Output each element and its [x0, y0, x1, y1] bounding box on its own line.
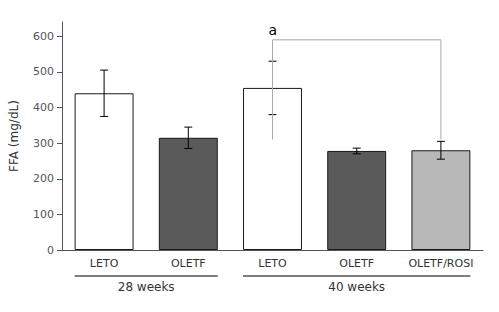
svg-text:28 weeks: 28 weeks: [118, 280, 175, 294]
svg-text:200: 200: [33, 172, 54, 185]
svg-text:0: 0: [47, 244, 54, 257]
svg-text:500: 500: [33, 65, 54, 78]
svg-text:a: a: [269, 22, 278, 38]
svg-text:40 weeks: 40 weeks: [328, 280, 385, 294]
svg-text:600: 600: [33, 30, 54, 43]
svg-text:OLETF: OLETF: [339, 257, 374, 270]
svg-text:LETO: LETO: [258, 257, 287, 270]
svg-text:100: 100: [33, 208, 54, 221]
svg-text:LETO: LETO: [90, 257, 119, 270]
svg-text:OLETF/ROSI: OLETF/ROSI: [408, 257, 473, 270]
svg-text:300: 300: [33, 137, 54, 150]
svg-text:OLETF: OLETF: [171, 257, 206, 270]
svg-text:FFA (mg/dL): FFA (mg/dL): [7, 100, 21, 172]
svg-text:400: 400: [33, 101, 54, 114]
